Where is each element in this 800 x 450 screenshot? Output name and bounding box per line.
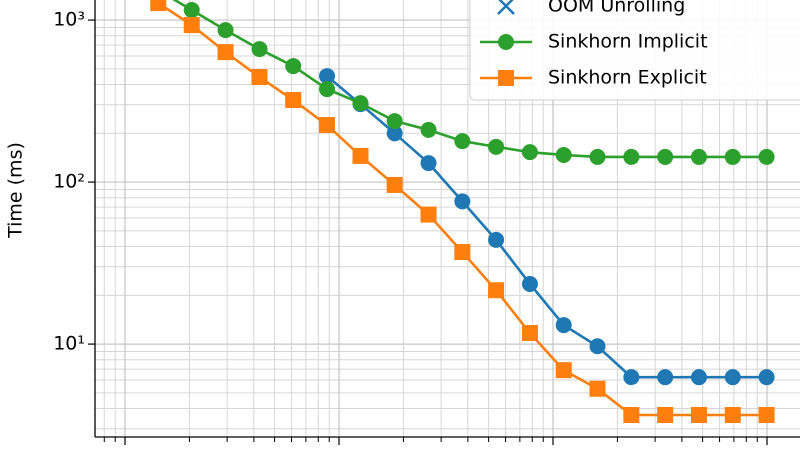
marker — [488, 231, 505, 248]
y-tick-label: 10¹ — [53, 333, 85, 355]
marker — [521, 275, 538, 292]
legend: OOM Unrolling Sinkhorn Implicit Sinkhorn E… — [469, 0, 800, 101]
marker — [488, 138, 505, 155]
marker — [521, 144, 538, 161]
marker — [657, 369, 674, 386]
marker — [183, 2, 200, 19]
marker — [386, 113, 403, 130]
y-tick-label: 10² — [53, 171, 85, 193]
legend-label: Sinkhorn Explicit — [548, 67, 707, 89]
marker — [690, 369, 707, 386]
marker — [319, 68, 336, 85]
marker — [352, 95, 369, 112]
marker — [251, 41, 268, 58]
marker — [217, 22, 234, 39]
marker — [454, 133, 471, 150]
marker — [758, 369, 775, 386]
marker — [183, 17, 200, 34]
marker — [555, 146, 572, 163]
marker — [319, 117, 336, 134]
marker — [454, 244, 471, 261]
marker — [498, 34, 514, 50]
marker — [386, 125, 403, 142]
marker — [589, 338, 606, 355]
marker — [589, 148, 606, 165]
marker — [657, 148, 674, 165]
marker — [623, 369, 640, 386]
marker — [555, 362, 572, 379]
marker — [285, 58, 302, 75]
marker — [724, 407, 741, 424]
y-axis-label: Time (ms) — [5, 142, 27, 239]
marker — [521, 325, 538, 342]
marker — [488, 282, 505, 299]
marker — [690, 148, 707, 165]
marker — [724, 148, 741, 165]
marker — [623, 407, 640, 424]
legend-label: OOM Unrolling — [548, 0, 685, 17]
marker — [352, 147, 369, 164]
marker — [319, 81, 336, 98]
marker — [251, 69, 268, 86]
marker — [285, 92, 302, 109]
marker — [150, 0, 167, 12]
marker — [454, 193, 471, 210]
marker — [420, 155, 437, 172]
marker — [690, 407, 707, 424]
marker — [623, 148, 640, 165]
marker — [217, 44, 234, 61]
marker — [758, 148, 775, 165]
marker — [589, 380, 606, 397]
marker — [420, 206, 437, 223]
marker — [724, 369, 741, 386]
marker — [386, 176, 403, 193]
marker — [555, 317, 572, 334]
legend-box — [469, 0, 800, 101]
marker — [420, 121, 437, 138]
marker — [758, 407, 775, 424]
marker — [657, 407, 674, 424]
marker — [497, 0, 515, 15]
legend-label: Sinkhorn Implicit — [548, 31, 708, 53]
y-tick-label: 10³ — [53, 9, 85, 31]
marker — [498, 70, 514, 86]
marker-stroke — [497, 0, 515, 15]
